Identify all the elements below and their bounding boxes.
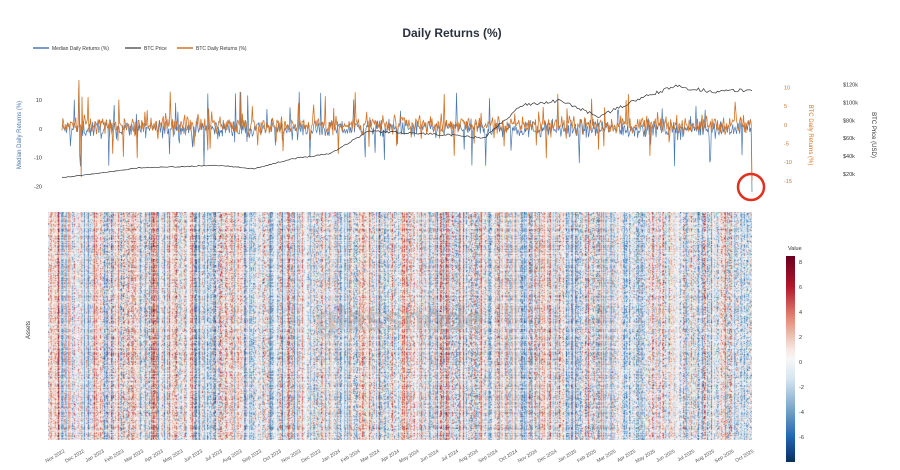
right-axis-ticks: 10 5 0 -5 -10 -15 <box>784 85 792 184</box>
date-tick-label: Oct 2024 <box>498 448 519 463</box>
date-tick-label: Aug 2023 <box>222 448 244 464</box>
date-tick-label: Jun 2025 <box>655 448 676 464</box>
heatmap-y-label: Assets <box>26 321 32 339</box>
right-axis-label: BTC Daily Returns (%) <box>807 105 813 166</box>
date-tick-label: Nov 2024 <box>517 448 539 464</box>
colorbar-tick-label: 8 <box>799 260 802 266</box>
date-tick-label: Oct 2025 <box>734 448 755 463</box>
legend-label-median: Median Daily Returns (%) <box>52 46 109 52</box>
date-tick-label: Apr 2025 <box>616 448 637 463</box>
date-tick-label: Aug 2025 <box>694 448 716 464</box>
date-tick-label: Dec 2022 <box>64 448 86 464</box>
right-tick-label: 0 <box>784 123 787 129</box>
left-tick-label: -10 <box>34 156 42 162</box>
date-tick-label: Apr 2023 <box>144 448 165 463</box>
left-axis-ticks: 10 0 -10 -20 <box>34 98 42 190</box>
date-tick-label: Feb 2025 <box>576 448 597 464</box>
date-tick-label: Sep 2023 <box>241 448 263 464</box>
date-tick-label: May 2023 <box>162 448 184 464</box>
price-tick-label: $40k <box>843 154 855 160</box>
date-tick-label: Jun 2023 <box>183 448 204 464</box>
left-tick-label: 10 <box>36 98 42 104</box>
legend: Median Daily Returns (%) BTC Price BTC D… <box>33 46 247 52</box>
series-btc-returns <box>61 79 753 181</box>
date-tick-label: Mar 2025 <box>596 448 617 464</box>
date-tick-label: Jan 2024 <box>321 448 342 464</box>
left-tick-label: -20 <box>34 184 42 190</box>
left-tick-label: 0 <box>39 127 42 133</box>
right-tick-label: 10 <box>784 85 790 91</box>
highlight-circle <box>736 172 766 202</box>
date-tick-label: May 2025 <box>635 448 657 464</box>
date-tick-label: Mar 2024 <box>360 448 381 464</box>
left-axis-label: Median Daily Returns (%) <box>17 101 23 169</box>
series-btc-price <box>61 84 753 178</box>
right-tick-label: -5 <box>784 141 789 147</box>
date-tick-label: Feb 2024 <box>340 448 361 464</box>
legend-label-btc-price: BTC Price <box>144 46 167 52</box>
price-tick-label: $100k <box>843 100 858 106</box>
date-tick-label: May 2024 <box>398 448 420 464</box>
line-plot: 10 0 -10 -20 10 5 0 -5 -10 -15 $120k $100k $80k $60… <box>17 79 876 202</box>
date-tick-label: Jan 2023 <box>85 448 106 464</box>
date-tick-label: Jul 2025 <box>677 448 697 463</box>
watermark: glassnode <box>316 300 484 338</box>
legend-label-btc-returns: BTC Daily Returns (%) <box>196 46 247 52</box>
date-tick-label: Sep 2025 <box>714 448 736 464</box>
date-tick-label: Aug 2024 <box>458 448 480 464</box>
colorbar-ticks: 8 6 4 2 0 -2 -4 -6 <box>799 260 804 441</box>
price-axis-ticks: $120k $100k $80k $60k $40k $20k <box>843 82 858 178</box>
colorbar-tick-label: 0 <box>799 360 802 366</box>
date-tick-label: Nov 2023 <box>281 448 303 464</box>
heatmap <box>48 212 752 440</box>
date-tick-label: Apr 2024 <box>380 448 401 463</box>
colorbar-tick-label: 4 <box>799 310 802 316</box>
colorbar-title: Value <box>788 246 802 252</box>
right-tick-label: -10 <box>784 160 792 166</box>
date-tick-label: Jul 2023 <box>204 448 224 463</box>
colorbar-tick-label: -6 <box>799 435 804 441</box>
date-tick-label: Feb 2023 <box>104 448 125 464</box>
date-tick-label: Jun 2024 <box>419 448 440 464</box>
date-tick-label: Jan 2025 <box>557 448 578 464</box>
colorbar-tick-label: 6 <box>799 285 802 291</box>
right-tick-label: -15 <box>784 179 792 185</box>
right-tick-label: 5 <box>784 104 787 110</box>
date-tick-label: Dec 2023 <box>300 448 322 464</box>
date-tick-label: Sep 2024 <box>478 448 500 464</box>
chart-title: Daily Returns (%) <box>402 26 501 40</box>
price-tick-label: $20k <box>843 172 855 178</box>
colorbar-tick-label: -2 <box>799 385 804 391</box>
price-tick-label: $120k <box>843 82 858 88</box>
series-layer <box>61 79 753 193</box>
date-tick-label: Jul 2024 <box>440 448 460 463</box>
date-tick-label: Mar 2023 <box>123 448 144 464</box>
price-tick-label: $60k <box>843 136 855 142</box>
date-tick-label: Dec 2024 <box>537 448 559 464</box>
colorbar-tick-label: -4 <box>799 410 804 416</box>
date-tick-label: Oct 2023 <box>262 448 283 463</box>
series-median-returns <box>61 82 753 193</box>
heatmap-cells <box>48 212 752 440</box>
colorbar-tick-label: 2 <box>799 335 802 341</box>
date-tick-label: Nov 2022 <box>44 448 66 464</box>
price-axis-label: BTC Price (USD) <box>870 112 876 158</box>
colorbar <box>786 256 795 462</box>
price-tick-label: $80k <box>843 118 855 124</box>
